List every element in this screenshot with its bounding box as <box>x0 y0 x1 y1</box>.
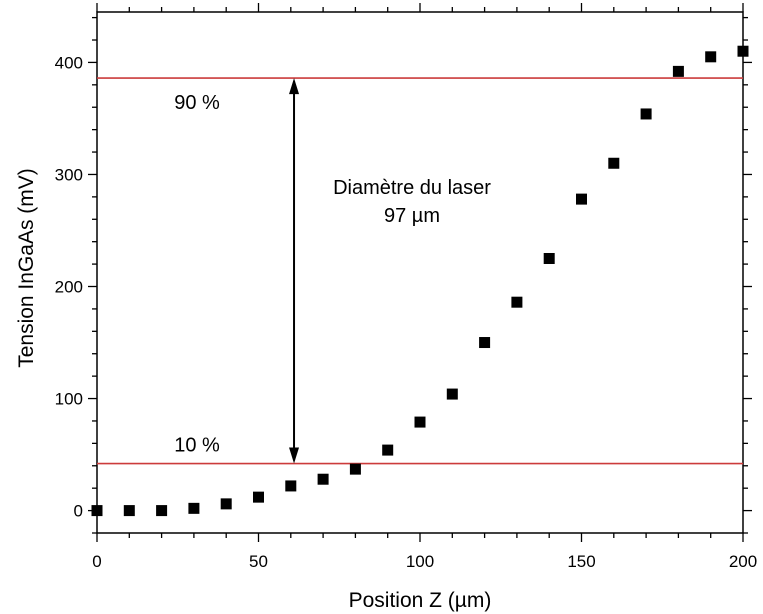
x-tick-label: 0 <box>92 552 101 571</box>
y-tick-label: 300 <box>55 165 83 184</box>
data-point <box>382 444 394 456</box>
data-point <box>414 416 426 428</box>
diameter-annotation: Diamètre du laser 97 µm <box>289 78 491 464</box>
data-point <box>349 463 361 475</box>
axes: 0 50 100 150 200 0 100 200 300 400 <box>55 3 757 571</box>
data-point <box>123 505 135 517</box>
data-point <box>511 296 523 308</box>
data-point <box>737 45 749 57</box>
annotation-arrow-head-bottom <box>289 447 300 464</box>
data-point <box>285 480 297 492</box>
data-point <box>640 108 652 120</box>
data-point <box>672 65 684 77</box>
data-point <box>156 505 168 517</box>
data-points <box>91 45 749 517</box>
y-tick-label: 100 <box>55 390 83 409</box>
reference-lines: 90 % 10 % <box>97 77 743 465</box>
data-point <box>576 193 587 205</box>
data-point <box>253 491 264 503</box>
reference-line-label: 90 % <box>174 92 220 114</box>
x-tick-label: 100 <box>406 552 434 571</box>
x-tick-label: 150 <box>567 552 595 571</box>
data-point <box>446 388 458 400</box>
annotation-text-line2: 97 µm <box>384 205 440 227</box>
data-point <box>220 498 232 510</box>
x-tick-label: 50 <box>249 552 268 571</box>
reference-line-label: 10 % <box>174 435 220 457</box>
data-point <box>705 51 717 63</box>
data-point <box>543 252 555 264</box>
annotation-text-line1: Diamètre du laser <box>333 177 491 199</box>
x-tick-label: 200 <box>729 552 757 571</box>
x-axis-label: Position Z (µm) <box>349 589 492 612</box>
y-tick-label: 400 <box>55 53 83 72</box>
data-point <box>188 502 200 514</box>
annotation-arrow-head-top <box>289 78 300 95</box>
data-point <box>317 473 329 485</box>
y-tick-label: 200 <box>55 278 83 297</box>
y-axis-label: Tension InGaAs (mV) <box>15 168 38 368</box>
y-tick-label: 0 <box>74 502 83 521</box>
data-point <box>479 337 491 349</box>
data-point <box>608 157 620 169</box>
